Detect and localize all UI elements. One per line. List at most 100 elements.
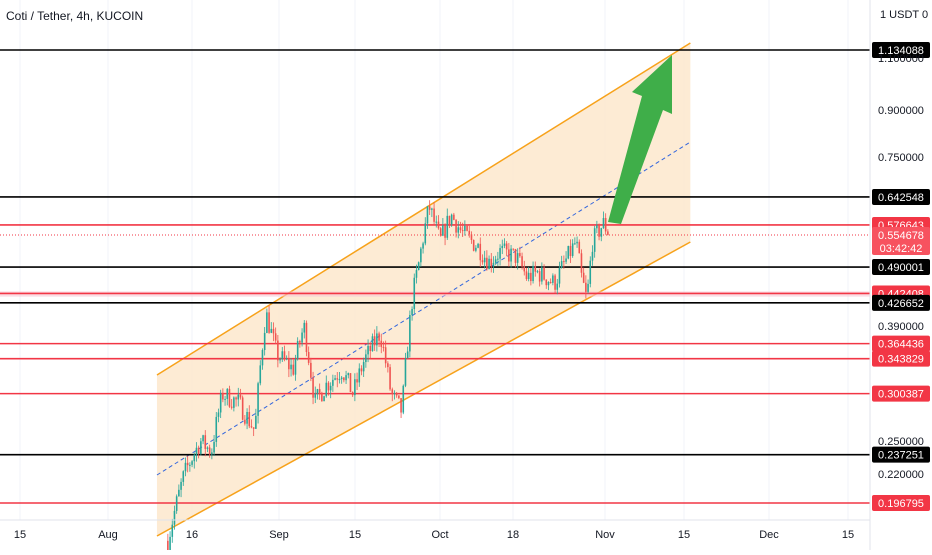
candle-body	[321, 392, 323, 402]
candle-body	[486, 257, 488, 270]
candle-body	[479, 243, 482, 261]
candle-body	[534, 265, 537, 272]
currency-unit-label[interactable]: 1 USDT 0	[880, 9, 929, 21]
candle-body	[543, 267, 545, 280]
candle-body	[545, 279, 548, 286]
candle-body	[167, 540, 169, 552]
candle-body	[329, 385, 332, 391]
level-price-tag	[872, 350, 930, 367]
candle-body	[457, 227, 460, 233]
candle-body	[237, 394, 240, 400]
candle-body	[292, 364, 295, 375]
candle-body	[373, 336, 376, 346]
candle-body	[560, 261, 563, 268]
channel-lower-line	[156, 241, 691, 537]
x-axis-tick-label: Nov	[595, 529, 615, 541]
candle-body	[406, 351, 409, 359]
candle-body	[501, 245, 504, 249]
candle-body	[235, 397, 237, 400]
candle-body	[180, 481, 182, 490]
candle-body	[530, 272, 532, 282]
candle-body	[604, 218, 607, 232]
candle-body	[340, 377, 343, 380]
candle-body	[376, 333, 378, 346]
candle-body	[360, 368, 363, 372]
candle-body	[589, 260, 592, 284]
candle-body	[446, 215, 449, 238]
candle-body	[323, 396, 325, 402]
x-axis-tick-label: 18	[507, 529, 519, 541]
candle-body	[186, 462, 189, 466]
candle-body	[538, 271, 541, 282]
candle-body	[195, 447, 198, 455]
candle-body	[290, 364, 292, 370]
candle-body	[191, 461, 193, 465]
candle-body	[472, 239, 475, 251]
level-price-label: 0.300387	[878, 389, 924, 401]
price-axis-tick: 0.220000	[878, 469, 924, 481]
candle-body	[303, 322, 306, 333]
candle-body	[356, 379, 358, 383]
candle-body	[402, 385, 405, 413]
candle-body	[547, 281, 550, 286]
level-price-label: 0.364436	[878, 339, 924, 351]
x-axis-tick-label: Aug	[98, 529, 118, 541]
level-price-label: 0.343829	[878, 354, 924, 366]
candle-body	[492, 262, 495, 267]
candle-body	[503, 243, 506, 246]
candle-body	[435, 221, 438, 223]
candle-body	[274, 333, 277, 341]
level-price-label: 0.490001	[878, 262, 924, 274]
candle-body	[316, 389, 319, 394]
candle-body	[569, 245, 572, 256]
candle-body	[582, 272, 585, 283]
candle-body	[400, 398, 402, 413]
x-axis-tick-label: 15	[842, 529, 854, 541]
candle-body	[206, 447, 209, 449]
candle-body	[431, 208, 433, 210]
candle-body	[574, 243, 576, 245]
candle-body	[587, 283, 589, 292]
x-axis-tick-label: 15	[678, 529, 690, 541]
candle-body	[173, 510, 176, 525]
candle-body	[413, 277, 416, 309]
candle-body	[382, 346, 385, 348]
candle-body	[514, 249, 517, 263]
candles	[167, 200, 609, 555]
candle-body	[437, 221, 440, 229]
candle-body	[424, 223, 427, 244]
candle-body	[325, 382, 328, 397]
candle-body	[362, 362, 365, 372]
candle-body	[600, 228, 603, 237]
level-price-tag	[872, 188, 930, 205]
candle-body	[246, 411, 248, 424]
candle-body	[455, 219, 457, 233]
current-price-tag	[872, 226, 930, 255]
candle-body	[442, 225, 444, 236]
candle-body	[461, 230, 464, 232]
candle-body	[512, 248, 515, 250]
candle-body	[395, 392, 398, 396]
candle-body	[494, 259, 497, 263]
level-price-tag	[872, 385, 930, 402]
candle-body	[294, 359, 297, 375]
candle-body	[499, 248, 501, 259]
candle-body	[398, 395, 400, 399]
candle-body	[571, 243, 574, 256]
candle-body	[224, 398, 226, 400]
candle-body	[310, 362, 312, 378]
candle-body	[248, 411, 251, 427]
candle-body	[505, 243, 508, 250]
candle-body	[378, 333, 380, 341]
candle-body	[259, 365, 262, 384]
candle-body	[527, 272, 530, 280]
level-price-tag	[872, 42, 930, 58]
candle-body	[593, 228, 596, 252]
candle-body	[409, 315, 411, 352]
candle-body	[591, 251, 594, 261]
candle-body	[497, 258, 499, 260]
level-price-tag	[872, 495, 930, 511]
candle-body	[393, 392, 396, 395]
